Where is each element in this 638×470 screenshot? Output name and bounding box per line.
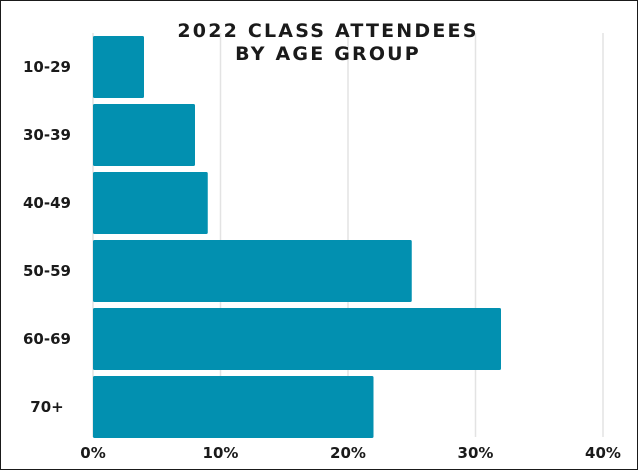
category-label: 10-29	[23, 58, 71, 76]
x-tick-labels: 0% 10% 20% 30% 40%	[80, 444, 621, 462]
x-tick-label: 10%	[203, 444, 239, 462]
bar	[93, 36, 144, 98]
x-tick-label: 0%	[80, 444, 105, 462]
x-tick-label: 20%	[330, 444, 366, 462]
category-label: 40-49	[23, 194, 71, 212]
bar	[93, 308, 501, 370]
category-label: 50-59	[23, 262, 71, 280]
bar	[93, 240, 412, 302]
title-line-1: 2022 CLASS ATTENDEES	[177, 20, 478, 42]
category-label: 30-39	[23, 126, 71, 144]
category-labels: 10-29 30-39 40-49 50-59 60-69 70+	[23, 58, 71, 416]
x-tick-label: 40%	[585, 444, 621, 462]
title-line-2: BY AGE GROUP	[235, 43, 421, 65]
category-label: 60-69	[23, 330, 71, 348]
bar	[93, 172, 208, 234]
bar	[93, 104, 195, 166]
bar	[93, 376, 374, 438]
category-label: 70+	[30, 398, 63, 416]
chart-title: 2022 CLASS ATTENDEES BY AGE GROUP	[177, 20, 478, 65]
bars	[93, 36, 501, 438]
x-tick-label: 30%	[458, 444, 494, 462]
